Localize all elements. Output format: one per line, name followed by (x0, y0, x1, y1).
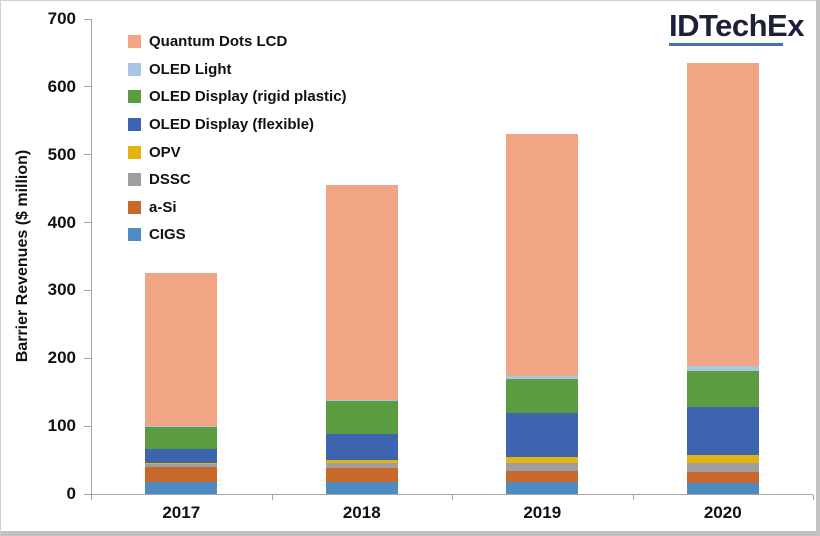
x-axis-tick (91, 495, 92, 500)
idtechex-logo-underline (669, 43, 783, 46)
bar-segment-oled-light (686, 366, 759, 371)
y-tick-label: 500 (47, 144, 76, 164)
x-axis-tick (632, 495, 634, 500)
bar-segment-oled-light (506, 375, 579, 379)
legend-swatch (128, 62, 141, 76)
idtechex-logo: IDTechEx (669, 9, 804, 46)
bar-segment-oled-light (145, 426, 218, 427)
y-tick-label: 400 (47, 212, 76, 232)
bar-segment-quantum-dots-lcd (145, 273, 218, 427)
bar-segment-opv (145, 462, 218, 464)
x-axis-line (91, 494, 813, 495)
bar-segment-dssc (325, 463, 398, 469)
legend-label: DSSC (149, 171, 191, 189)
bar-segment-oled-display-rigid-plastic- (686, 370, 759, 408)
bar-segment-quantum-dots-lcd (325, 184, 398, 400)
plot-area (84, 18, 814, 500)
x-category-label: 2017 (162, 503, 201, 522)
bar-segment-cigs (506, 482, 579, 494)
x-category-label: 2018 (342, 503, 381, 522)
legend-swatch (128, 35, 141, 49)
legend-label: CIGS (149, 226, 186, 244)
legend-label: OPV (149, 143, 181, 161)
bar-segment-dssc (506, 463, 579, 471)
bar-segment-a-si (145, 466, 218, 483)
x-axis-tick (271, 495, 273, 500)
y-tick-label: 100 (47, 416, 76, 436)
bar-segment-cigs (145, 482, 218, 494)
legend-item: OPV (128, 138, 347, 166)
y-axis-tick (84, 222, 91, 224)
legend-label: OLED Display (rigid plastic) (149, 88, 347, 106)
bar-segment-dssc (686, 462, 759, 472)
legend-swatch (128, 200, 141, 214)
legend: Quantum Dots LCD OLED Light OLED Display (… (128, 28, 347, 249)
y-axis-tick (84, 357, 91, 359)
bar-segment-oled-display-rigid-plastic- (145, 426, 218, 449)
legend-item: a-Si (128, 194, 347, 222)
legend-swatch (128, 173, 141, 187)
y-axis-tick (84, 493, 91, 495)
legend-label: OLED Display (flexible) (149, 116, 315, 134)
x-category-label: 2020 (703, 503, 742, 522)
bar-segment-a-si (686, 471, 759, 484)
idtechex-logo-text: IDTechEx (669, 8, 804, 43)
y-axis-line (91, 19, 92, 494)
y-axis-tick (84, 289, 91, 291)
bar-segment-opv (325, 460, 398, 464)
y-tick-label: 300 (47, 280, 76, 300)
bar-segment-oled-display-flexible- (506, 413, 579, 457)
y-axis-title: Barrier Revenues ($ million) (14, 149, 31, 363)
bar-segment-cigs (686, 483, 759, 494)
bar-segment-a-si (506, 470, 579, 483)
y-tick-label: 200 (47, 348, 76, 368)
bar-segment-oled-display-rigid-plastic- (325, 401, 398, 434)
legend-swatch (128, 118, 141, 132)
legend-item: CIGS (128, 221, 347, 249)
y-axis-tick (84, 86, 91, 88)
bar-segment-oled-display-flexible- (325, 433, 398, 461)
legend-item: Quantum Dots LCD (128, 28, 347, 56)
y-tick-label: 600 (47, 76, 76, 96)
bar-segment-a-si (325, 468, 398, 483)
legend-label: a-Si (149, 198, 177, 216)
legend-item: DSSC (128, 166, 347, 194)
bar-segment-oled-light (325, 399, 398, 402)
bar-segment-quantum-dots-lcd (506, 133, 579, 376)
bar-segment-quantum-dots-lcd (686, 63, 759, 367)
x-axis-tick (813, 495, 814, 500)
x-axis-tick (452, 495, 453, 500)
legend-item: OLED Display (rigid plastic) (128, 83, 347, 111)
legend-swatch (128, 228, 141, 242)
x-category-label: 2019 (523, 503, 562, 522)
y-axis-tick (84, 154, 91, 156)
y-tick-label: 0 (66, 484, 76, 503)
legend-item: OLED Display (flexible) (128, 111, 347, 139)
bar-segment-oled-display-flexible- (686, 407, 759, 456)
y-tick-label: 700 (47, 9, 76, 28)
bar-segment-opv (506, 456, 579, 464)
bar-segment-dssc (145, 463, 218, 467)
bar-segment-opv (686, 455, 759, 463)
bar-segment-oled-display-rigid-plastic- (506, 378, 579, 414)
legend-swatch (128, 90, 141, 104)
bar-segment-oled-display-flexible- (145, 448, 218, 463)
legend-item: OLED Light (128, 56, 347, 84)
y-axis-tick (84, 18, 91, 20)
y-axis-tick (84, 425, 91, 427)
legend-swatch (128, 145, 141, 159)
legend-label: Quantum Dots LCD (149, 33, 288, 51)
bar-segment-cigs (325, 482, 398, 494)
legend-label: OLED Light (149, 60, 232, 78)
